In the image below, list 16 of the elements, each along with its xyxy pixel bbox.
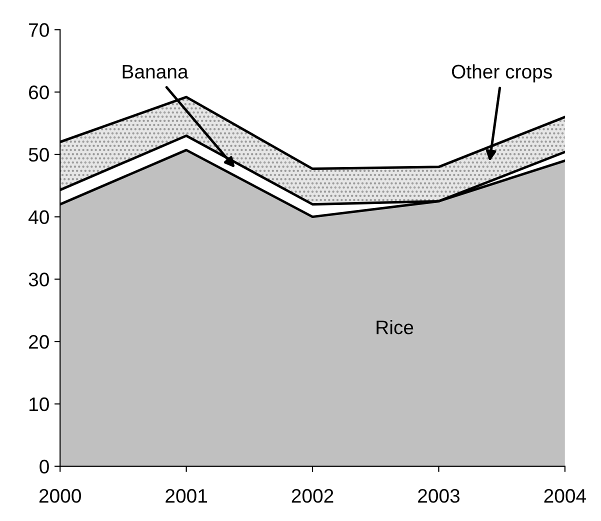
text: Banana bbox=[122, 65, 188, 79]
x-tick-label: 2001 bbox=[166, 489, 207, 503]
y-tick-label: 30 bbox=[28, 272, 49, 286]
x-tick-label: 2002 bbox=[292, 489, 334, 503]
series-label: Rice bbox=[376, 320, 414, 334]
y-tick-label: 10 bbox=[30, 397, 49, 412]
x-tick-label: 2003 bbox=[418, 489, 460, 503]
y-tick-label: 60 bbox=[29, 86, 49, 100]
y-tick-label: 40 bbox=[28, 210, 49, 224]
x-tick-label: 2000 bbox=[39, 489, 81, 503]
y-tick-label: 0 bbox=[40, 460, 49, 474]
x-tick-label: 2004 bbox=[544, 489, 586, 503]
series-label: Other crops bbox=[452, 64, 552, 82]
y-tick-label: 70 bbox=[29, 23, 49, 37]
y-tick-label: 50 bbox=[28, 148, 49, 162]
y-tick-label: 20 bbox=[29, 335, 49, 349]
